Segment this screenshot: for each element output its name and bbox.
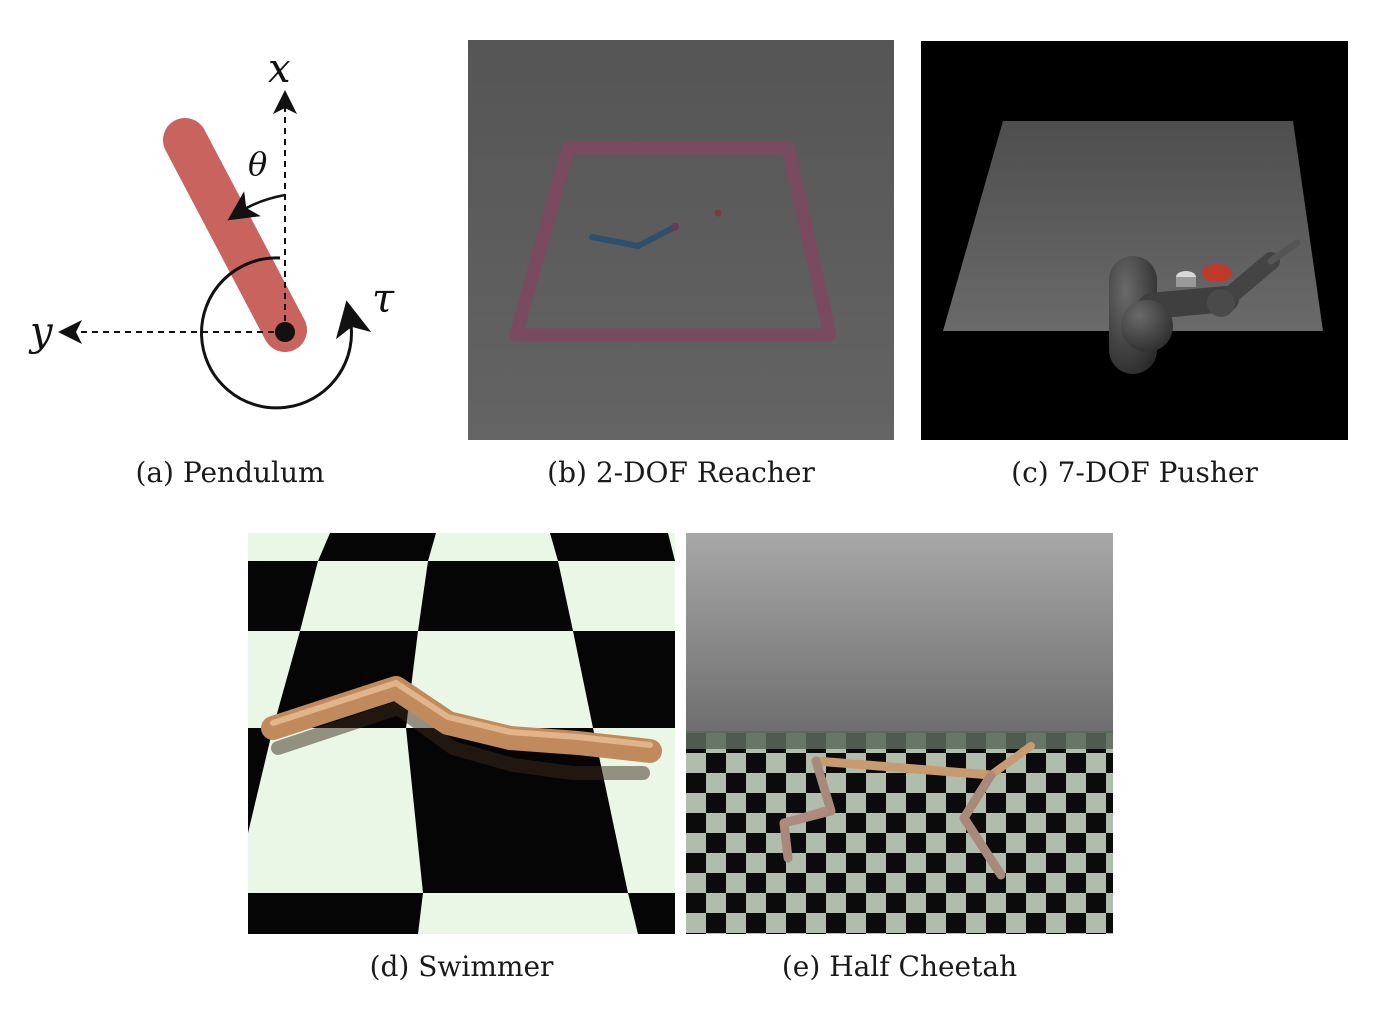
reacher-target: [714, 209, 722, 217]
pusher-arm-forearm: [1217, 252, 1280, 308]
y-axis-label: y: [28, 309, 54, 355]
reacher-fingertip: [671, 223, 679, 231]
reacher-arena-frame: [509, 141, 837, 342]
pusher-goal: [1202, 264, 1232, 282]
pusher-arm-wrist: [1267, 239, 1301, 265]
cheetah-head: [987, 742, 1035, 779]
reacher-arm: [589, 225, 676, 250]
cheetah-sky: [686, 533, 1113, 733]
caption-swimmer: (d) Swimmer: [369, 950, 554, 983]
checker-dark: [628, 893, 675, 934]
checker-dark: [550, 533, 675, 561]
x-axis-label: x: [268, 46, 291, 92]
caption-reacher: (b) 2-DOF Reacher: [547, 456, 815, 489]
pusher-render: [921, 41, 1348, 440]
cheetah-torso: [811, 756, 996, 780]
checker-dark: [248, 728, 273, 833]
cheetah-floor: [686, 731, 1113, 934]
pivot-point: [275, 322, 295, 342]
checker-dark: [248, 561, 318, 631]
reacher-render: [468, 40, 894, 440]
swimmer-body-highlight: [270, 680, 653, 748]
cheetah-render: [686, 533, 1113, 934]
caption-pendulum: (a) Pendulum: [135, 456, 325, 489]
reacher-background: [468, 40, 894, 440]
checker-dark: [418, 561, 573, 631]
theta-label: θ: [248, 145, 267, 183]
caption-cheetah: (e) Half Cheetah: [781, 950, 1018, 983]
pusher-shoulder-joint: [1121, 300, 1173, 352]
caption-pusher: (c) 7-DOF Pusher: [1011, 456, 1258, 489]
pusher-elbow-joint: [1207, 289, 1235, 317]
pusher-object-body: [1176, 277, 1196, 287]
swimmer-render: [248, 533, 675, 934]
checker-dark: [318, 533, 436, 561]
swimmer-shadow: [271, 701, 650, 780]
checker-dark: [248, 893, 423, 934]
tau-label: τ: [372, 276, 395, 322]
cheetah-front-leg: [959, 770, 1006, 880]
torque-arc: [200, 256, 372, 410]
cheetah-back-foot: [780, 807, 828, 827]
checker-dark: [573, 631, 675, 728]
pendulum-diagram: x y θ τ: [20, 40, 440, 440]
pendulum-rod: [163, 118, 307, 352]
swimmer-body: [261, 676, 662, 763]
theta-arc: [227, 191, 286, 221]
